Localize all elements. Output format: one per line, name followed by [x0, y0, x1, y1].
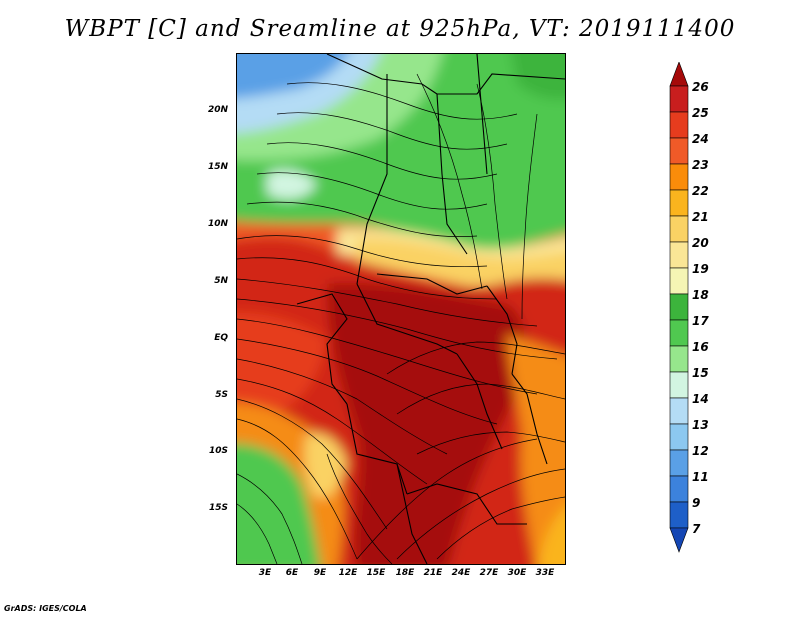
colorbar-segment	[669, 189, 689, 217]
colorbar-segment	[669, 449, 689, 477]
lon-label-12e: 12E	[338, 568, 358, 578]
colorbar-segment	[669, 62, 689, 87]
lon-label-15e: 15E	[366, 568, 386, 578]
streamlines	[237, 73, 565, 564]
lat-label-10s: 10S	[208, 446, 228, 456]
lat-label-5s: 5S	[215, 390, 228, 400]
colorbar-label: 25	[692, 106, 709, 120]
lon-label-27e: 27E	[479, 568, 499, 578]
colorbar-label: 17	[692, 314, 709, 328]
colorbar-label: 22	[692, 184, 709, 198]
map-panel	[236, 53, 566, 565]
colorbar-segment	[669, 371, 689, 399]
colorbar-segment	[669, 111, 689, 139]
colorbar-label: 21	[692, 210, 709, 224]
country-borders	[296, 54, 565, 564]
colorbar-label: 14	[692, 392, 709, 406]
lat-label-15s: 15S	[208, 503, 228, 513]
colorbar-label: 26	[692, 80, 709, 94]
colorbar-segment	[669, 397, 689, 425]
colorbar-segment	[669, 215, 689, 243]
colorbar-label: 16	[692, 340, 709, 354]
lon-label-30e: 30E	[507, 568, 527, 578]
colorbar-label: 24	[692, 132, 709, 146]
colorbar-segment	[669, 345, 689, 373]
colorbar-label: 23	[692, 158, 709, 172]
lat-label-20n: 20N	[207, 105, 228, 115]
lat-label-10n: 10N	[207, 219, 228, 229]
colorbar-segment	[669, 137, 689, 165]
lon-label-6e: 6E	[285, 568, 299, 578]
lon-label-24e: 24E	[451, 568, 471, 578]
colorbar-segment	[669, 423, 689, 451]
lat-label-eq: EQ	[214, 333, 228, 343]
credit-text: GrADS: IGES/COLA	[4, 604, 87, 613]
colorbar-segment	[669, 267, 689, 295]
colorbar-segment	[669, 501, 689, 529]
colorbar-label: 18	[692, 288, 709, 302]
colorbar-label: 12	[692, 444, 709, 458]
colorbar-label: 9	[692, 496, 701, 510]
colorbar-segment	[669, 319, 689, 347]
lon-label-33e: 33E	[535, 568, 555, 578]
lon-label-3e: 3E	[258, 568, 272, 578]
colorbar-segment	[669, 241, 689, 269]
colorbar-segment	[669, 85, 689, 113]
colorbar-segment	[669, 163, 689, 191]
colorbar	[669, 62, 689, 553]
lon-label-21e: 21E	[423, 568, 443, 578]
lon-label-9e: 9E	[313, 568, 327, 578]
colorbar-label: 13	[692, 418, 709, 432]
colorbar-label: 7	[692, 522, 701, 536]
colorbar-segment	[669, 527, 689, 553]
lat-label-5n: 5N	[214, 276, 228, 286]
colorbar-label: 11	[692, 470, 709, 484]
colorbar-label: 15	[692, 366, 709, 380]
colorbar-label: 19	[692, 262, 709, 276]
colorbar-segment	[669, 293, 689, 321]
colorbar-segment	[669, 475, 689, 503]
lon-label-18e: 18E	[395, 568, 415, 578]
wbpt-shading	[237, 54, 565, 564]
colorbar-label: 20	[692, 236, 709, 250]
lat-label-15n: 15N	[207, 162, 228, 172]
wbpt-field-map	[237, 54, 565, 564]
map-title: WBPT [C] and Sreamline at 925hPa, VT: 20…	[64, 16, 736, 42]
